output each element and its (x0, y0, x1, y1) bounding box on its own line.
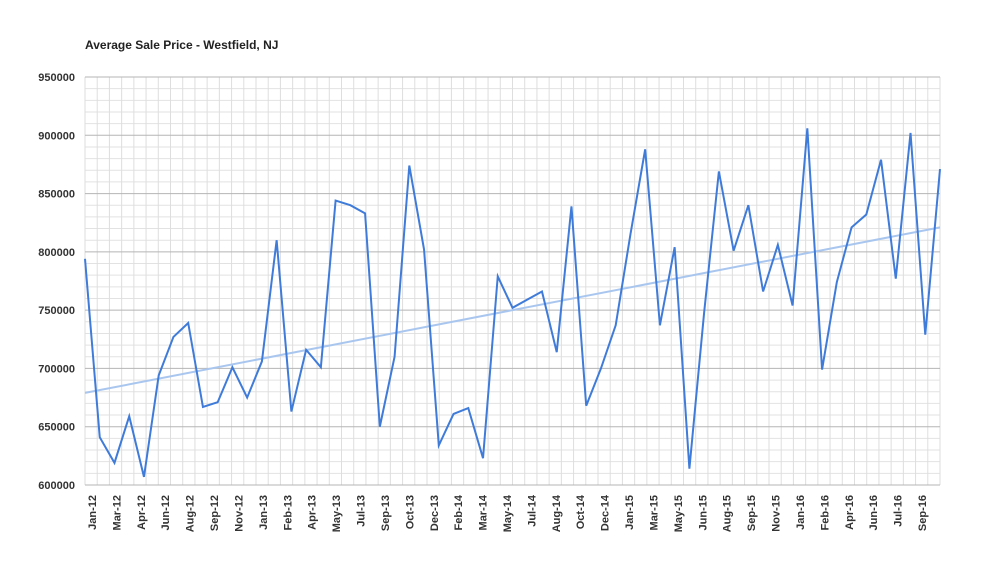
x-tick-label: Dec-13 (429, 495, 441, 531)
y-tick-label: 700000 (38, 363, 75, 375)
y-tick-label: 900000 (38, 130, 75, 142)
x-tick-label: Sep-16 (917, 495, 929, 531)
x-tick-label: Oct-13 (404, 495, 416, 529)
x-tick-label: Nov-12 (233, 495, 245, 532)
grid (84, 76, 941, 486)
x-tick-label: Jul-13 (356, 495, 368, 527)
x-tick-label: Nov-15 (771, 495, 783, 532)
x-tick-label: Jun-16 (868, 495, 880, 530)
y-axis: 950000 900000 850000 800000 750000 700000 6500… (38, 72, 75, 492)
x-tick-label: Apr-13 (307, 495, 319, 530)
x-tick-label: Oct-14 (575, 494, 587, 529)
x-tick-label: Aug-14 (551, 494, 563, 532)
x-tick-label: Jun-12 (160, 495, 172, 530)
x-tick-label: Jan-12 (87, 495, 99, 530)
x-tick-label: Sep-13 (380, 495, 392, 531)
x-tick-label: Mar-14 (478, 494, 490, 530)
y-tick-label: 800000 (38, 247, 75, 259)
x-tick-label: Feb-16 (819, 495, 831, 530)
x-tick-label: Jan-15 (624, 495, 636, 530)
x-tick-label: Jul-14 (526, 494, 538, 527)
x-tick-label: Sep-15 (746, 495, 758, 531)
x-tick-label: Apr-12 (136, 495, 148, 530)
x-tick-label: Mar-12 (111, 495, 123, 530)
y-tick-label: 750000 (38, 305, 75, 317)
x-tick-label: Jul-16 (893, 495, 905, 527)
x-tick-label: Feb-14 (453, 494, 465, 530)
x-tick-label: Sep-12 (209, 495, 221, 531)
y-tick-label: 650000 (38, 422, 75, 434)
data-points (84, 128, 941, 477)
x-tick-label: May-14 (502, 494, 514, 532)
y-tick-label: 600000 (38, 480, 75, 492)
x-tick-label: Apr-16 (844, 495, 856, 530)
y-tick-label: 850000 (38, 189, 75, 201)
x-tick-label: Jan-13 (258, 495, 270, 530)
x-axis: Jan-12 Mar-12 Apr-12 Jun-12 Aug-12 Sep-12 Nov-… (87, 494, 929, 532)
x-tick-label: Feb-13 (282, 495, 294, 530)
x-tick-label: May-13 (331, 495, 343, 532)
chart-title: Average Sale Price - Westfield, NJ (85, 38, 278, 52)
x-tick-label: Dec-14 (600, 494, 612, 531)
x-tick-label: Mar-15 (648, 495, 660, 530)
x-tick-label: Jan-16 (795, 495, 807, 530)
x-tick-label: May-15 (673, 495, 685, 532)
x-tick-label: Aug-15 (722, 495, 734, 532)
x-tick-label: Jun-15 (697, 495, 709, 530)
x-tick-label: Aug-12 (185, 495, 197, 532)
y-tick-label: 950000 (38, 72, 75, 84)
